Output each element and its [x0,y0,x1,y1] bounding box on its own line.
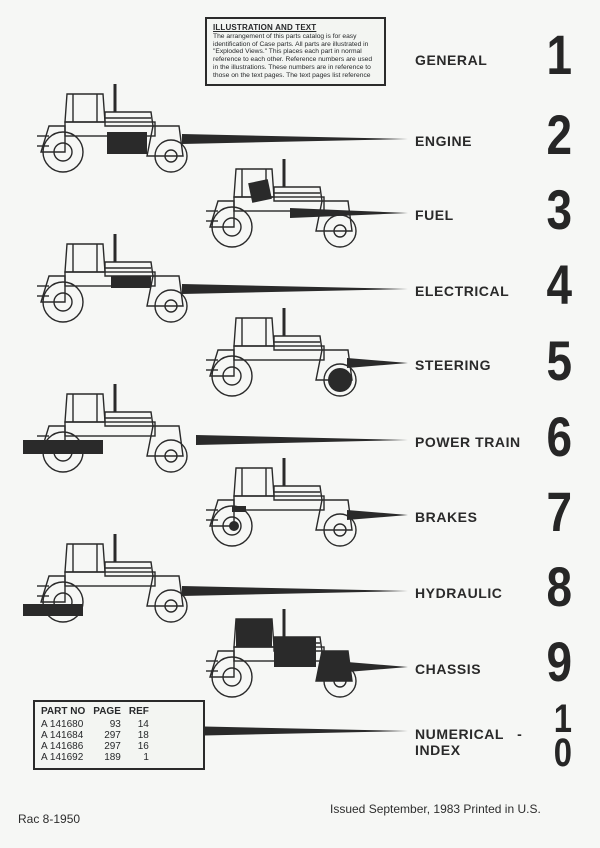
parts-table-header: PAGE [93,706,129,719]
tractor-illustration [23,78,197,174]
tractor-illustration [23,528,197,624]
table-row: A 1416809314 [41,719,157,730]
table-row: A 14168629716 [41,741,157,752]
tractor-illustration [192,603,366,699]
section-label: BRAKES [415,509,477,525]
parts-table-cell: A 141692 [41,752,93,763]
section-number: 2 [523,102,572,167]
section-number: 3 [523,177,572,242]
pointer-wedge [182,134,408,144]
pointer-wedge [182,586,408,596]
tractor-illustration [192,452,366,548]
tractor-illustration [23,378,197,474]
parts-table-cell: A 141684 [41,730,93,741]
parts-table-cell: 16 [129,741,157,752]
section-number: 4 [523,252,572,317]
parts-table-cell: 18 [129,730,157,741]
parts-table: PART NOPAGEREFA 1416809314A 14168429718A… [33,700,205,770]
section-label: HYDRAULIC [415,585,502,601]
section-label: GENERAL [415,52,487,68]
section-label: ENGINE [415,133,472,149]
footer-left: Rac 8-1950 [18,812,80,826]
section-label: FUEL [415,207,454,223]
tractor-illustration [192,153,366,249]
table-row: A 1416921891 [41,752,157,763]
footer-right: Issued September, 1983 Printed in U.S. [330,802,541,816]
parts-table-cell: 189 [93,752,129,763]
illustration-text-box: ILLUSTRATION AND TEXTThe arrangement of … [205,17,386,86]
parts-table-cell: 93 [93,719,129,730]
illustration-text-body: The arrangement of this parts catalog is… [213,33,378,79]
illustration-text-title: ILLUSTRATION AND TEXT [213,23,378,32]
table-row: A 14168429718 [41,730,157,741]
section-number: 5 [523,328,572,393]
section-label: NUMERICAL - INDEX [415,726,522,758]
pointer-wedge [182,726,408,736]
pointer-wedge [182,284,408,294]
section-number: 6 [523,404,572,469]
parts-table-header: REF [129,706,157,719]
parts-table-cell: 297 [93,730,129,741]
parts-table-header: PART NO [41,706,93,719]
parts-table-cell: 297 [93,741,129,752]
section-label: STEERING [415,357,491,373]
section-number: 8 [523,554,572,619]
section-number: 9 [523,629,572,694]
parts-table-cell: A 141686 [41,741,93,752]
tractor-illustration [192,302,366,398]
parts-table-cell: 1 [129,752,157,763]
section-label: CHASSIS [415,661,481,677]
parts-table-cell: A 141680 [41,719,93,730]
section-number: 1 0 [523,702,572,770]
parts-table-cell: 14 [129,719,157,730]
tractor-illustration [23,228,197,324]
section-number: 1 [523,22,572,87]
section-label: ELECTRICAL [415,283,509,299]
pointer-wedge [196,435,408,445]
section-label: POWER TRAIN [415,434,521,450]
section-number: 7 [523,479,572,544]
